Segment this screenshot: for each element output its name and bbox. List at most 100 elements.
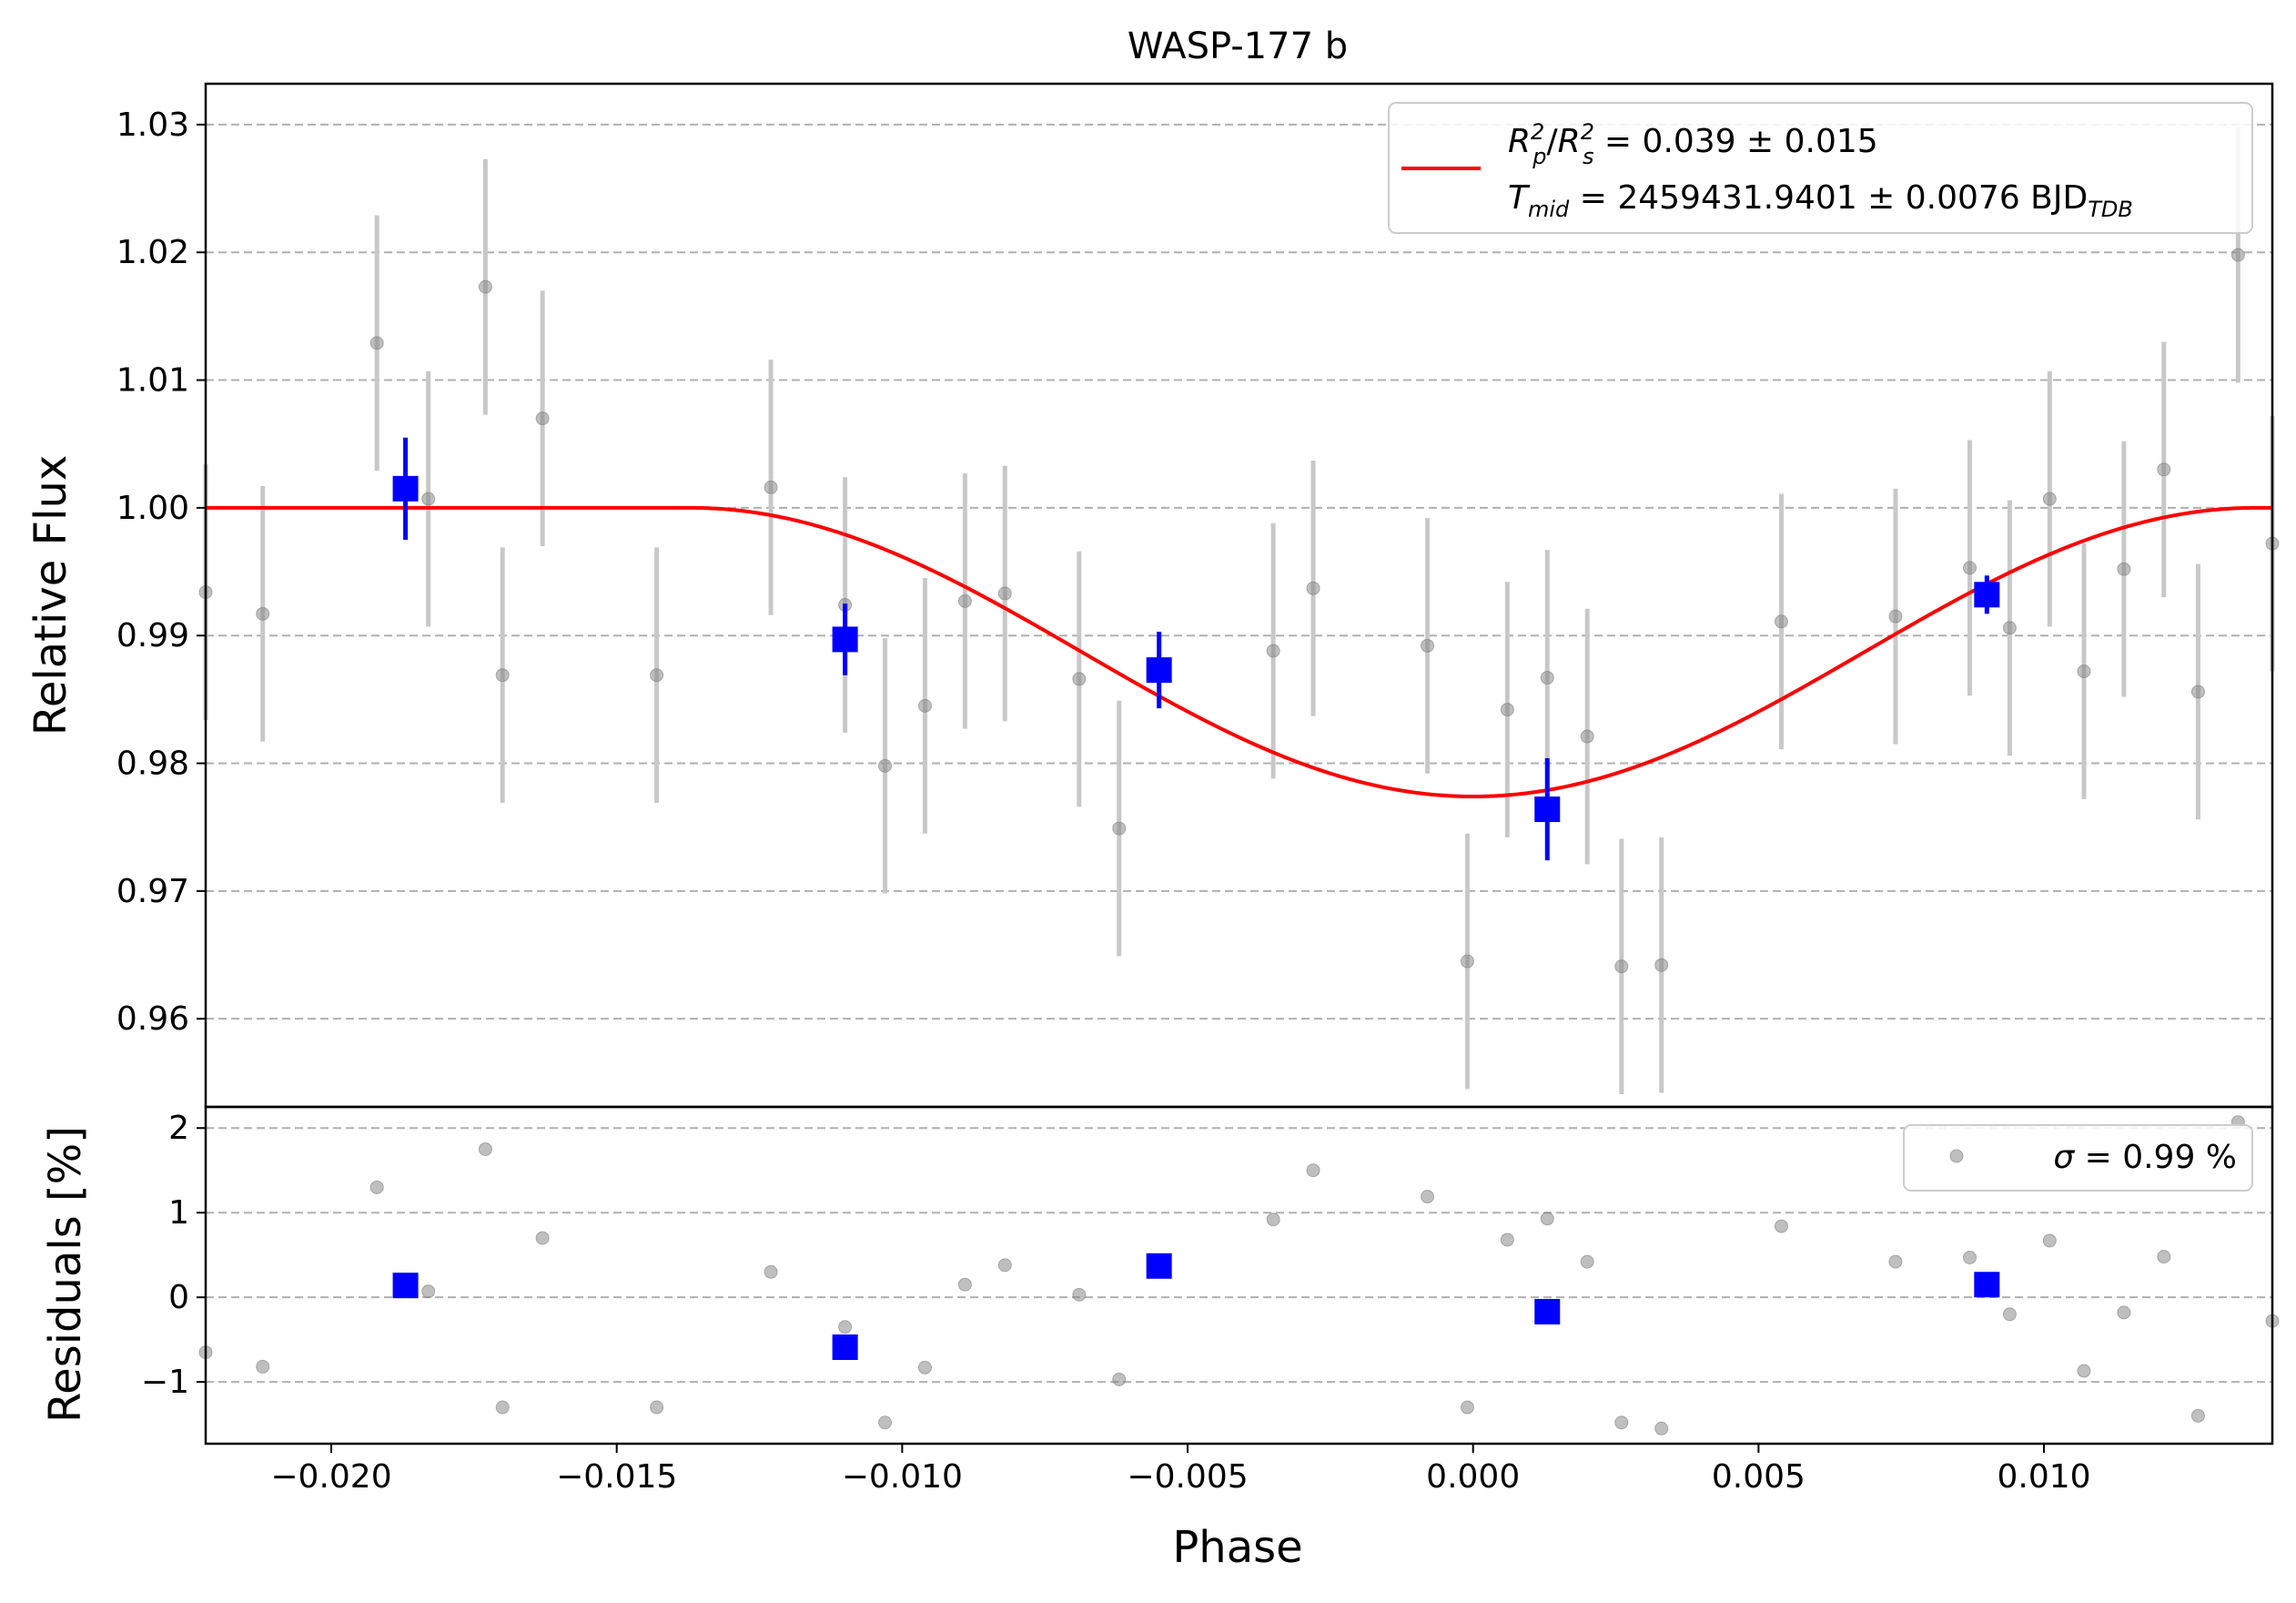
legend-rp-rs-label: R2 p/R2 s = 0.039 ± 0.015 bbox=[1508, 119, 1878, 169]
raw-data-point bbox=[2042, 492, 2057, 506]
residual-y-tick-label: 0 bbox=[168, 1279, 189, 1316]
main-y-tick-label: 0.98 bbox=[116, 746, 189, 783]
residual-raw-point bbox=[2002, 1307, 2017, 1322]
raw-data-point bbox=[764, 480, 778, 494]
raw-data-point bbox=[421, 492, 436, 506]
residual-y-tick-label: −1 bbox=[141, 1364, 189, 1401]
raw-data-point bbox=[1072, 672, 1087, 686]
main-y-tick-label: 1.01 bbox=[116, 362, 189, 400]
raw-data-point bbox=[1421, 638, 1435, 653]
raw-data-point bbox=[1614, 959, 1629, 974]
residual-raw-point bbox=[1072, 1287, 1087, 1302]
main-binned-points bbox=[392, 437, 2000, 861]
residual-x-ticks: −0.020 −0.015 −0.010 −0.005 0.000 0.005 0.010 bbox=[270, 1444, 2091, 1496]
binned-data-point bbox=[1534, 796, 1561, 823]
raw-data-point bbox=[256, 606, 270, 621]
raw-data-point bbox=[495, 668, 510, 683]
residual-raw-point bbox=[1460, 1400, 1474, 1415]
residual-legend-box bbox=[1903, 1124, 2253, 1192]
residual-binned-point bbox=[1534, 1298, 1561, 1324]
residual-raw-point bbox=[2117, 1305, 2131, 1320]
residual-binned-point bbox=[832, 1334, 858, 1361]
residual-raw-point bbox=[997, 1258, 1012, 1273]
raw-data-point bbox=[1112, 821, 1127, 836]
residual-raw-point bbox=[1421, 1190, 1435, 1204]
raw-data-point bbox=[1500, 703, 1514, 717]
raw-data-point bbox=[1266, 644, 1280, 658]
binned-data-point bbox=[1974, 582, 2000, 608]
residual-binned-points bbox=[392, 1253, 2000, 1361]
residual-raw-point bbox=[535, 1231, 550, 1245]
raw-data-point bbox=[957, 594, 972, 608]
residual-raw-point bbox=[1540, 1212, 1554, 1226]
residual-raw-point bbox=[917, 1360, 932, 1375]
residual-raw-point bbox=[838, 1320, 853, 1334]
residual-raw-point bbox=[369, 1180, 384, 1194]
residual-binned-point bbox=[1974, 1272, 2000, 1298]
x-tick-label: −0.005 bbox=[1127, 1458, 1248, 1496]
chart-title: WASP-177 b bbox=[1128, 25, 1348, 67]
raw-data-point bbox=[1306, 581, 1320, 595]
raw-data-point bbox=[2157, 462, 2171, 477]
residual-y-ticks: −1 0 1 2 bbox=[141, 1110, 206, 1401]
residual-raw-point bbox=[764, 1264, 778, 1279]
raw-data-point bbox=[2190, 685, 2205, 699]
main-legend-box bbox=[1388, 102, 2253, 234]
main-panel: 0.96 0.97 0.98 0.99 1.00 1.01 1.02 1.03 Relativ… bbox=[25, 82, 2280, 1109]
raw-data-point bbox=[1580, 729, 1594, 744]
residual-raw-point bbox=[2157, 1250, 2171, 1264]
main-y-ticks: 0.96 0.97 0.98 0.99 1.00 1.01 1.02 1.03 bbox=[116, 107, 206, 1038]
residual-raw-point bbox=[957, 1277, 972, 1292]
residual-raw-point bbox=[878, 1415, 893, 1430]
binned-data-point bbox=[392, 475, 419, 502]
raw-data-point bbox=[1888, 609, 1903, 624]
x-tick-label: −0.015 bbox=[556, 1458, 677, 1496]
raw-data-point bbox=[1654, 958, 1669, 972]
main-y-tick-label: 0.96 bbox=[116, 1000, 189, 1038]
raw-data-point bbox=[650, 668, 664, 683]
residual-raw-point bbox=[256, 1359, 270, 1374]
residuals-panel: −1 0 1 2 −0.020 −0.015 −0.010 −0.005 0.000 0.005… bbox=[40, 1105, 2280, 1573]
main-legend: R2 p/R2 s = 0.039 ± 0.015 Tmid = 2459431.9… bbox=[1388, 102, 2253, 234]
main-y-tick-label: 1.00 bbox=[116, 490, 189, 527]
residual-raw-point bbox=[1888, 1254, 1903, 1269]
residual-raw-point bbox=[1614, 1415, 1629, 1430]
residual-raw-point bbox=[1963, 1250, 1977, 1264]
residual-raw-point bbox=[478, 1141, 492, 1156]
residual-raw-point bbox=[2042, 1233, 2057, 1248]
residual-y-tick-label: 1 bbox=[168, 1194, 189, 1232]
raw-data-point bbox=[1460, 954, 1474, 969]
raw-data-point bbox=[1774, 614, 1788, 629]
main-y-tick-label: 1.03 bbox=[116, 107, 189, 144]
x-tick-label: 0.005 bbox=[1712, 1458, 1805, 1496]
residual-y-tick-label: 2 bbox=[168, 1110, 189, 1147]
residual-raw-point bbox=[1580, 1254, 1594, 1269]
legend-raw-point-swatch bbox=[1949, 1149, 1964, 1163]
residual-raw-point bbox=[1306, 1163, 1320, 1178]
residual-legend: σ = 0.99 % bbox=[1903, 1124, 2253, 1192]
raw-data-point bbox=[535, 411, 550, 426]
x-tick-label: −0.020 bbox=[270, 1458, 391, 1496]
residual-plot-frame bbox=[204, 1105, 2274, 1446]
binned-data-point bbox=[832, 626, 858, 653]
residual-binned-point bbox=[1146, 1253, 1172, 1279]
residual-raw-point bbox=[421, 1284, 436, 1299]
raw-data-point bbox=[478, 279, 492, 294]
legend-tmid-label: Tmid = 2459431.9401 ± 0.0076 BJDTDB bbox=[1508, 179, 2133, 222]
binned-data-point bbox=[1146, 657, 1172, 684]
raw-data-point bbox=[2117, 562, 2131, 576]
raw-data-point bbox=[917, 698, 932, 713]
main-y-tick-label: 1.02 bbox=[116, 234, 189, 271]
legend-sigma-label: σ = 0.99 % bbox=[2053, 1139, 2237, 1176]
residual-raw-point bbox=[495, 1400, 510, 1415]
residual-raw-point bbox=[1500, 1233, 1514, 1247]
x-tick-label: 0.010 bbox=[1998, 1458, 2091, 1496]
residual-raw-point bbox=[2077, 1364, 2091, 1378]
raw-data-point bbox=[1963, 561, 1977, 575]
residual-binned-point bbox=[392, 1273, 419, 1299]
raw-data-point bbox=[997, 586, 1012, 601]
residual-raw-point bbox=[1112, 1372, 1127, 1386]
raw-data-point bbox=[2230, 248, 2245, 262]
main-y-tick-label: 0.97 bbox=[116, 873, 189, 910]
residual-raw-point bbox=[1654, 1421, 1669, 1436]
